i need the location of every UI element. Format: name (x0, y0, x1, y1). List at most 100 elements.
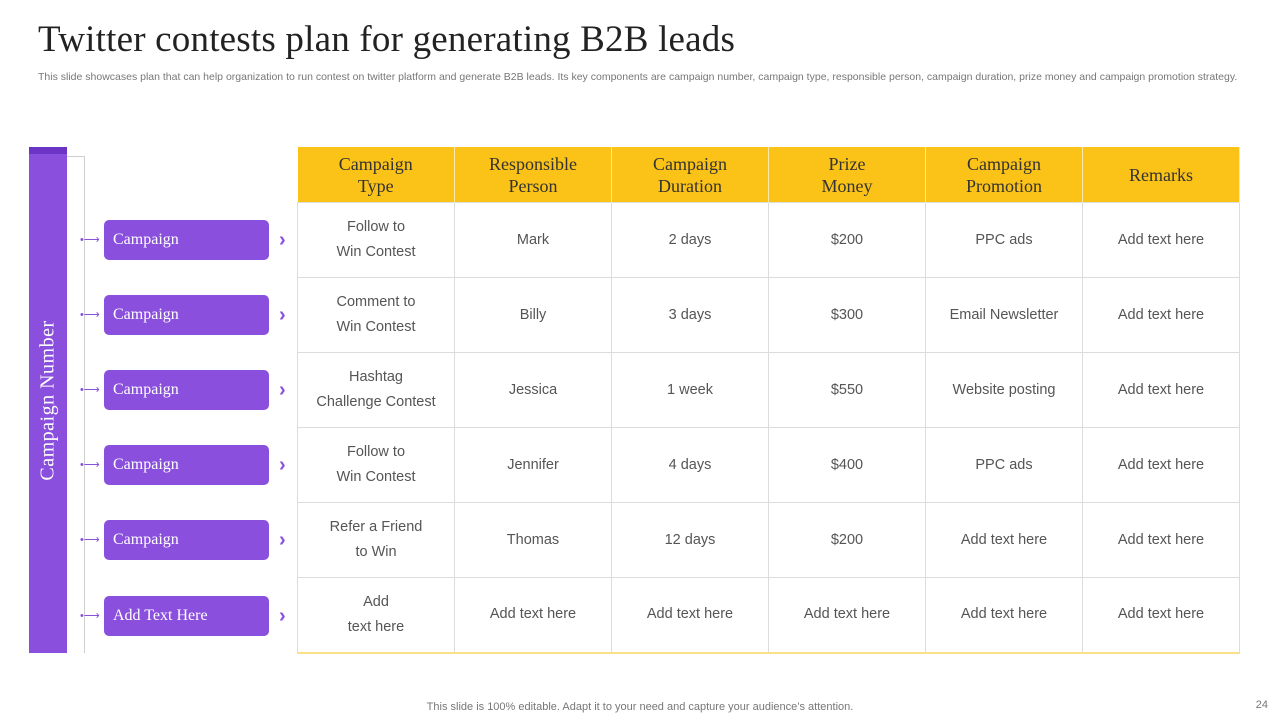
cell-text: Email Newsletter (949, 306, 1059, 323)
campaign-pill[interactable]: Campaign (104, 370, 269, 410)
table-row: Follow to Win Contest Mark 2 days $200 PPC ad… (297, 202, 1240, 278)
table-cell: 12 days (611, 502, 769, 578)
cell-text: PPC ads (975, 456, 1033, 473)
cell-text: Add text here (1117, 381, 1205, 398)
cell-text: Add text here (1117, 606, 1205, 623)
table-cell: Add text here (611, 577, 769, 654)
cell-text: Win Contest (336, 319, 416, 335)
table-row: Hashtag Challenge Contest Jessica 1 week $55… (297, 352, 1240, 428)
cell-text: $200 (830, 531, 864, 548)
campaign-pill[interactable]: Campaign (104, 219, 269, 260)
double-dot-arrow-icon: •⟶ (80, 459, 100, 472)
campaign-pill-label: Campaign (113, 305, 179, 323)
table-cell: $200 (768, 502, 926, 578)
double-dot-arrow-icon: •⟶ (80, 308, 100, 321)
campaign-pill-label: Campaign (113, 230, 179, 248)
cell-text: 4 days (668, 456, 712, 473)
cell-text: 2 days (668, 231, 712, 248)
chevron-right-icon: › (279, 228, 286, 251)
cell-text: $550 (830, 381, 864, 398)
cell-text: Follow to (346, 219, 406, 235)
double-dot-arrow-icon: •⟶ (80, 534, 100, 547)
tree-connector-horizontal (67, 156, 85, 157)
table-cell: Thomas (454, 502, 612, 578)
cell-text: Add text here (646, 606, 734, 623)
table-cell: Billy (454, 277, 612, 353)
table-row: Add text here Add text here Add text here Ad… (297, 577, 1240, 654)
column-header-line: Responsible (489, 153, 577, 174)
table-row: Follow to Win Contest Jennifer 4 days $400 PP… (297, 427, 1240, 503)
chevron-right-icon: › (279, 529, 286, 552)
table-cell: Add text here (768, 577, 926, 654)
tree-connector-vertical (84, 156, 85, 653)
table-cell: 4 days (611, 427, 769, 503)
table-cell: Add text here (1082, 202, 1240, 278)
table-cell: $550 (768, 352, 926, 428)
table-cell: Add text here (1082, 577, 1240, 654)
column-header: Campaign Promotion (925, 147, 1083, 203)
cell-text: Add text here (1117, 231, 1205, 248)
column-header: Prize Money (768, 147, 926, 203)
table-cell: Follow to Win Contest (297, 427, 455, 503)
table-cell: Mark (454, 202, 612, 278)
table-row: Comment to Win Contest Billy 3 days $300 Emai… (297, 277, 1240, 353)
cell-text: Add text here (489, 606, 577, 623)
campaign-pill[interactable]: Add Text Here (104, 595, 269, 636)
campaign-number-bar (29, 147, 67, 653)
double-dot-arrow-icon: •⟶ (80, 609, 100, 622)
table-cell: Add text here (1082, 502, 1240, 578)
campaign-pill[interactable]: Campaign (104, 294, 269, 335)
table-cell: $300 (768, 277, 926, 353)
campaign-pill-label: Campaign (113, 456, 179, 474)
double-dot-arrow-icon: •⟶ (80, 384, 100, 396)
cell-text: Add text here (1117, 531, 1205, 548)
table-cell: PPC ads (925, 427, 1083, 503)
cell-text: Website posting (952, 381, 1056, 398)
column-header-line: Duration (658, 175, 722, 196)
cell-text: $200 (830, 231, 864, 248)
campaign-number-label: Campaign Number (36, 319, 59, 481)
column-header-line: Campaign (653, 153, 727, 174)
cell-text: text here (347, 618, 405, 635)
table-cell: Add text here (1082, 427, 1240, 503)
column-header-line: Promotion (965, 175, 1042, 196)
cell-text: $300 (830, 306, 864, 323)
table-cell: $400 (768, 427, 926, 503)
campaign-pill[interactable]: Campaign (104, 445, 269, 486)
table-cell: Follow to Win Contest (297, 202, 455, 278)
table-cell: Add text here (925, 502, 1083, 578)
column-header: Remarks (1082, 147, 1240, 203)
cell-text: PPC ads (975, 231, 1033, 248)
cell-text: Thomas (506, 531, 560, 548)
table-cell: PPC ads (925, 202, 1083, 278)
cell-text: Follow to (346, 444, 406, 460)
cell-text: Add (363, 593, 389, 610)
column-header-line: Remarks (1129, 164, 1193, 185)
column-header: Responsible Person (454, 147, 612, 203)
table-body: Follow to Win Contest Mark 2 days $200 PPC ad… (297, 202, 1240, 654)
cell-text: Hashtag (348, 369, 403, 385)
chevron-right-icon: › (279, 303, 286, 326)
campaign-number-label-wrap: Campaign Number (29, 147, 67, 653)
table-header-row: Campaign Type Responsible Person Campaign Dur… (297, 147, 1240, 203)
table-cell: Refer a Friend to Win (297, 502, 455, 578)
table-cell: 3 days (611, 277, 769, 353)
cell-text: Win Contest (336, 244, 416, 260)
chevron-right-icon: › (279, 454, 286, 477)
column-header-line: Prize (828, 153, 866, 174)
campaign-number-bar-cap (29, 147, 67, 154)
table-cell: Website posting (925, 352, 1083, 428)
cell-text: to Win (355, 544, 397, 560)
cell-text: Add text here (1117, 306, 1205, 323)
campaign-pill-label: Campaign (113, 531, 179, 549)
table-cell: 2 days (611, 202, 769, 278)
table-cell: 1 week (611, 352, 769, 428)
column-header: Campaign Duration (611, 147, 769, 203)
campaign-pill[interactable]: Campaign (104, 520, 269, 561)
chevron-right-icon: › (279, 604, 286, 627)
table-cell: Email Newsletter (925, 277, 1083, 353)
cell-text: Add text here (1117, 456, 1205, 473)
cell-text: 12 days (664, 531, 716, 548)
cell-text: $400 (830, 456, 864, 473)
cell-text: Refer a Friend (329, 519, 423, 535)
